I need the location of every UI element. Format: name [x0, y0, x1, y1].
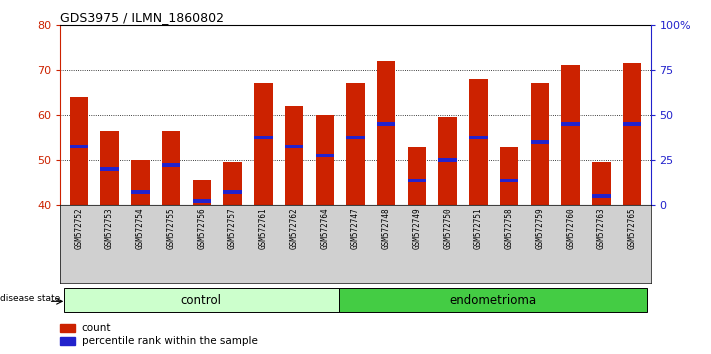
Bar [223, 190, 242, 194]
Bar [530, 140, 549, 144]
Bar [60, 324, 75, 332]
Text: GSM572757: GSM572757 [228, 208, 237, 249]
Text: GSM572762: GSM572762 [289, 208, 299, 249]
Bar [338, 288, 648, 312]
Bar [131, 160, 149, 205]
Text: GDS3975 / ILMN_1860802: GDS3975 / ILMN_1860802 [60, 11, 225, 24]
Text: GSM572758: GSM572758 [505, 208, 513, 249]
Text: GSM572765: GSM572765 [628, 208, 636, 249]
Bar [100, 131, 119, 205]
Bar [407, 147, 426, 205]
Text: GSM572760: GSM572760 [566, 208, 575, 249]
Bar [70, 97, 88, 205]
Text: GSM572749: GSM572749 [412, 208, 422, 249]
Text: GSM572753: GSM572753 [105, 208, 114, 249]
Bar [562, 65, 580, 205]
Bar [439, 117, 457, 205]
Bar [70, 145, 88, 148]
Bar [623, 122, 641, 126]
Text: GSM572756: GSM572756 [198, 208, 206, 249]
Bar [100, 167, 119, 171]
Text: GSM572750: GSM572750 [443, 208, 452, 249]
Bar [316, 115, 334, 205]
Bar [346, 84, 365, 205]
Bar [285, 106, 304, 205]
Bar [223, 162, 242, 205]
Bar [623, 63, 641, 205]
Text: GSM572763: GSM572763 [597, 208, 606, 249]
Bar [63, 288, 338, 312]
Bar [407, 179, 426, 182]
Text: GSM572752: GSM572752 [75, 208, 83, 249]
Bar [193, 181, 211, 205]
Bar [162, 131, 181, 205]
Bar [530, 84, 549, 205]
Text: disease state: disease state [0, 294, 60, 303]
Bar [500, 147, 518, 205]
Bar [285, 145, 304, 148]
Bar [254, 136, 272, 139]
Text: endometrioma: endometrioma [449, 293, 537, 307]
Text: GSM572764: GSM572764 [320, 208, 329, 249]
Bar [592, 162, 611, 205]
Bar [439, 158, 457, 162]
Text: GSM572761: GSM572761 [259, 208, 268, 249]
Text: control: control [181, 293, 222, 307]
Bar [592, 194, 611, 198]
Bar [377, 61, 395, 205]
Bar [469, 136, 488, 139]
Text: count: count [82, 323, 111, 333]
Bar [193, 199, 211, 202]
Bar [500, 179, 518, 182]
Bar [346, 136, 365, 139]
Bar [316, 154, 334, 158]
Text: GSM572748: GSM572748 [382, 208, 391, 249]
Text: GSM572747: GSM572747 [351, 208, 360, 249]
Text: GSM572751: GSM572751 [474, 208, 483, 249]
Bar [254, 84, 272, 205]
Bar [469, 79, 488, 205]
Bar [60, 337, 75, 346]
Bar [162, 163, 181, 166]
Text: percentile rank within the sample: percentile rank within the sample [82, 336, 257, 346]
Text: GSM572759: GSM572759 [535, 208, 545, 249]
Bar [377, 122, 395, 126]
Text: GSM572754: GSM572754 [136, 208, 145, 249]
Text: GSM572755: GSM572755 [166, 208, 176, 249]
Bar [131, 190, 149, 194]
Bar [562, 122, 580, 126]
